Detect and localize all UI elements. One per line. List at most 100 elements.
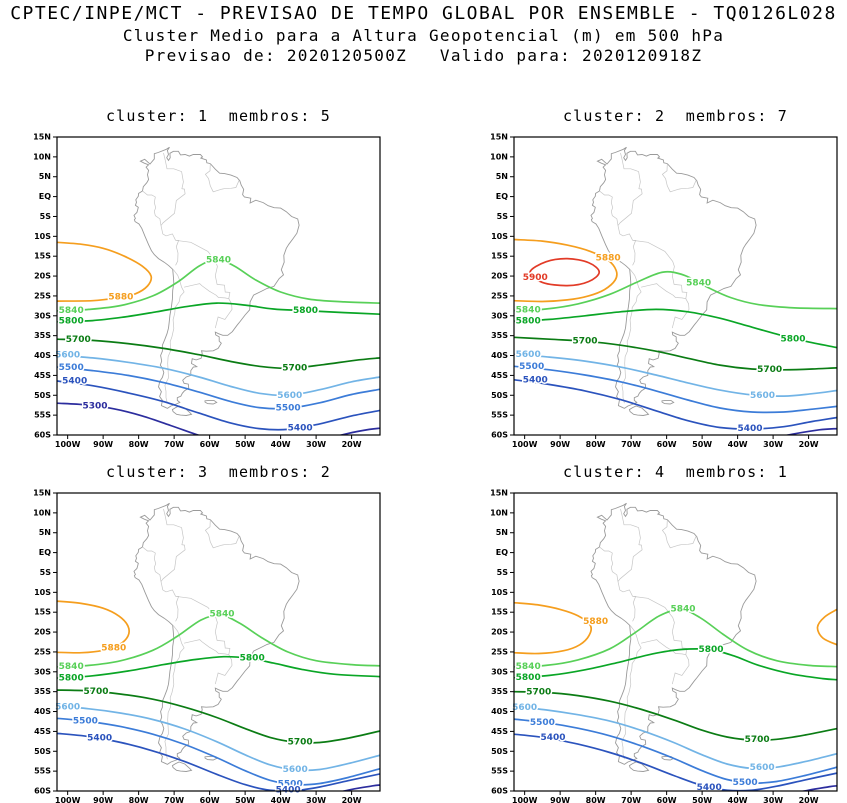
- lat-tick-label: 5N: [496, 172, 508, 181]
- lat-tick-label: 25S: [34, 647, 51, 656]
- lat-tick-label: 40S: [34, 707, 51, 716]
- lon-tick-label: 80W: [586, 796, 606, 803]
- lat-tick-label: EQ: [39, 548, 51, 557]
- map-frame: [56, 492, 381, 792]
- contour-label-5840: 5840: [516, 306, 541, 316]
- lat-tick-label: 35S: [34, 687, 51, 696]
- country-border-path: [632, 595, 688, 655]
- coastline-path: [590, 502, 757, 765]
- lat-tick-label: 30S: [34, 667, 51, 676]
- contour-line-5300: [57, 402, 201, 435]
- lon-tick-label: 70W: [621, 796, 641, 803]
- axis-layer: 15N 10N 5N EQ 5S 10S 15S 20S 25S 30S 35S 40S 45S 50S 5…: [490, 133, 819, 450]
- lat-tick-label: 20S: [34, 272, 51, 281]
- panel-cluster-1: cluster: 1 membros: 5 5880 5840 5840 5800 58…: [7, 107, 407, 463]
- lat-tick-label: 15S: [34, 252, 51, 261]
- contour-label-5400: 5400: [288, 423, 313, 433]
- lat-tick-label: 5N: [39, 172, 51, 181]
- country-border-path: [617, 508, 643, 582]
- panel-cluster-3: cluster: 3 membros: 2 5880 5840 5840 5800 58…: [7, 463, 407, 803]
- lat-tick-label: 40S: [491, 351, 508, 360]
- contour-label-5700: 5700: [757, 365, 782, 375]
- lat-tick-label: 35S: [491, 331, 508, 340]
- contour-label-5600: 5600: [55, 702, 80, 712]
- contour-line-5840: [57, 258, 380, 312]
- country-border-path: [184, 283, 233, 329]
- lat-tick-label: 60S: [34, 431, 51, 440]
- contour-line-5600: [57, 354, 380, 397]
- lon-tick-label: 80W: [129, 796, 149, 803]
- lon-tick-label: 80W: [129, 440, 149, 449]
- lon-tick-label: 20W: [799, 796, 819, 803]
- contour-line-5400: [514, 378, 837, 430]
- contour-label-5840: 5840: [59, 662, 84, 672]
- contour-label-5700: 5700: [83, 687, 108, 697]
- contour-label-5600: 5600: [516, 350, 541, 360]
- lat-tick-label: 50S: [491, 391, 508, 400]
- coastline-path: [204, 755, 218, 761]
- country-border-path: [142, 546, 176, 597]
- contour-label-5800: 5800: [698, 645, 723, 655]
- lon-tick-label: 40W: [271, 796, 291, 803]
- contour-line-5900: [529, 257, 601, 287]
- country-border-path: [175, 239, 180, 266]
- contour-label-5400: 5400: [87, 734, 112, 744]
- lat-tick-label: 55S: [34, 767, 51, 776]
- contour-line-5880: [514, 238, 618, 303]
- contour-label-5500: 5500: [530, 718, 555, 728]
- contour-label-5700: 5700: [526, 688, 551, 698]
- contour-label-5840: 5840: [516, 662, 541, 672]
- contour-line-5400: [57, 732, 380, 791]
- map-frame: [56, 136, 381, 436]
- lon-tick-label: 30W: [763, 796, 783, 803]
- contour-label-5400: 5400: [540, 733, 565, 743]
- panel-cluster-2: cluster: 2 membros: 7 5900 5880 5840 5840 58…: [464, 107, 847, 463]
- contour-layer: [514, 601, 837, 791]
- country-border-path: [599, 546, 633, 597]
- contour-label-5700: 5700: [288, 738, 313, 748]
- country-border-path: [204, 519, 240, 549]
- lat-tick-label: 5S: [40, 568, 52, 577]
- lon-tick-label: 20W: [799, 440, 819, 449]
- lon-tick-label: 90W: [93, 440, 113, 449]
- lon-tick-label: 50W: [692, 796, 712, 803]
- contour-label-5700: 5700: [745, 735, 770, 745]
- lat-tick-label: 50S: [34, 747, 51, 756]
- contour-line-5800: [57, 302, 380, 323]
- contour-label-5500: 5500: [276, 404, 301, 414]
- contour-label-5880: 5880: [108, 293, 133, 303]
- contour-label-5400: 5400: [523, 376, 548, 386]
- contour-line-5800: [57, 655, 380, 680]
- country-border-path: [142, 190, 176, 241]
- basemap-layer: [133, 146, 300, 416]
- contour-line-5400: [514, 733, 837, 791]
- coastline-path: [628, 405, 650, 416]
- contour-line-5600: [57, 705, 380, 772]
- panel-cluster-4: cluster: 4 membros: 1 5880 5840 5840 5800 58…: [464, 463, 847, 803]
- lat-tick-label: 20S: [491, 628, 508, 637]
- lat-tick-label: 10N: [490, 508, 508, 517]
- lat-tick-label: 5N: [39, 528, 51, 537]
- lon-tick-label: 70W: [164, 440, 184, 449]
- country-border-path: [632, 239, 688, 299]
- lon-tick-label: 30W: [306, 440, 326, 449]
- contour-map-cluster-2: 5900588058405840580058005700570056005600…: [490, 133, 838, 450]
- lon-tick-label: 20W: [342, 796, 362, 803]
- country-border-path: [661, 519, 697, 549]
- lon-tick-label: 80W: [586, 440, 606, 449]
- country-border-path: [641, 283, 690, 329]
- contour-label-5800: 5800: [516, 673, 541, 683]
- contour-label-layer: 5880584058405800580057005700560056005500…: [54, 254, 320, 435]
- header-title: CPTEC/INPE/MCT - PREVISAO DE TEMPO GLOBA…: [10, 3, 837, 24]
- contour-label-5800: 5800: [293, 306, 318, 316]
- map-frame: [513, 492, 838, 792]
- contour-label-layer: 5880584058405800580057005700560056005500…: [54, 608, 315, 797]
- contour-line-5300: [338, 427, 380, 435]
- contour-label-5600: 5600: [277, 391, 302, 401]
- contour-line-5700: [514, 336, 837, 371]
- lat-tick-label: 25S: [491, 647, 508, 656]
- contour-line-5700: [57, 338, 380, 370]
- lon-tick-label: 90W: [93, 796, 113, 803]
- lat-tick-label: 15N: [490, 489, 508, 498]
- lat-tick-label: EQ: [496, 192, 508, 201]
